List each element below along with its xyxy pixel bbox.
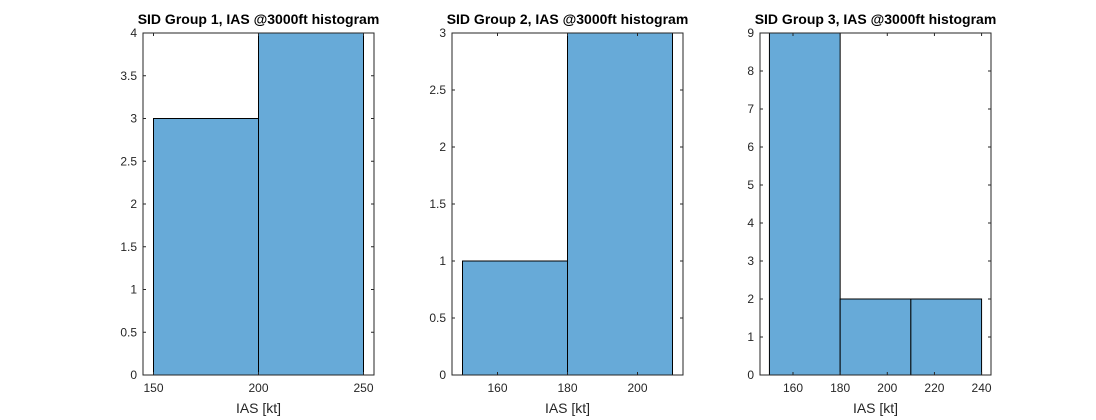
- histogram-panel-2: SID Group 2, IAS @3000ft histogram 160 180…: [429, 11, 688, 416]
- x-tick-label: 180: [557, 381, 577, 395]
- histogram-bar: [258, 32, 364, 376]
- x-tick-label: 200: [627, 381, 647, 395]
- histogram-bar: [462, 260, 568, 376]
- y-tick-label: 2: [747, 292, 754, 306]
- y-tick-label: 0.5: [429, 311, 446, 325]
- y-tick-label: 5: [747, 178, 754, 192]
- y-tick-label: 3.5: [120, 69, 137, 83]
- chart-title: SID Group 1, IAS @3000ft histogram: [138, 11, 380, 27]
- x-tick-label: 240: [972, 381, 992, 395]
- x-axis-label: IAS [kt]: [545, 400, 590, 416]
- x-axis-label: IAS [kt]: [236, 400, 281, 416]
- histogram-bar: [567, 32, 673, 376]
- y-tick-label: 0.5: [120, 325, 137, 339]
- y-tick-label: 1.5: [120, 240, 137, 254]
- y-tick-label: 3: [747, 254, 754, 268]
- y-tick-label: 1.5: [429, 197, 446, 211]
- y-tick-label: 1: [747, 330, 754, 344]
- y-tick-label: 1: [439, 254, 446, 268]
- y-tick-label: 7: [747, 102, 754, 116]
- y-tick-label: 9: [747, 26, 754, 40]
- y-tick-label: 8: [747, 64, 754, 78]
- x-tick-label: 150: [143, 381, 163, 395]
- y-tick-label: 2.5: [120, 154, 137, 168]
- histogram-bar: [153, 118, 259, 376]
- histogram-bar: [768, 32, 841, 376]
- x-tick-label: 160: [487, 381, 507, 395]
- y-tick-label: 6: [747, 140, 754, 154]
- x-tick-label: 220: [924, 381, 944, 395]
- y-tick-label: 2: [439, 140, 446, 154]
- y-tick-label: 3: [130, 112, 137, 126]
- x-tick-label: 250: [353, 381, 373, 395]
- x-tick-label: 160: [783, 381, 803, 395]
- y-tick-label: 0: [130, 368, 137, 382]
- histogram-bar: [839, 298, 912, 376]
- histogram-bar: [910, 298, 983, 376]
- x-axis-label: IAS [kt]: [853, 400, 898, 416]
- x-tick-label: 200: [877, 381, 897, 395]
- y-tick-label: 3: [439, 26, 446, 40]
- x-tick-label: 180: [830, 381, 850, 395]
- x-tick-label: 200: [248, 381, 268, 395]
- y-tick-label: 0: [439, 368, 446, 382]
- y-tick-label: 1: [130, 283, 137, 297]
- y-tick-label: 2: [130, 197, 137, 211]
- chart-title: SID Group 3, IAS @3000ft histogram: [755, 11, 997, 27]
- y-tick-label: 0: [747, 368, 754, 382]
- axes-box: [759, 32, 992, 376]
- y-tick-label: 2.5: [429, 83, 446, 97]
- y-tick-label: 4: [130, 26, 137, 40]
- chart-title: SID Group 2, IAS @3000ft histogram: [447, 11, 689, 27]
- y-tick-label: 4: [747, 216, 754, 230]
